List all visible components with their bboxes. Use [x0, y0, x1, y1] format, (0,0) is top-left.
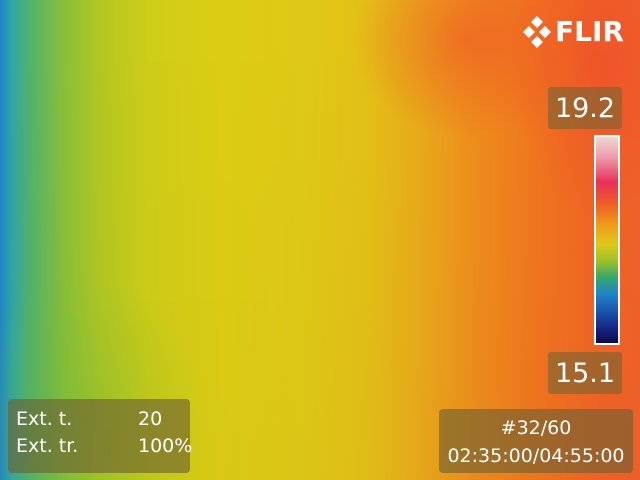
- ext-params-panel: Ext. t. 20 Ext. tr. 100%: [8, 399, 190, 473]
- ext-temp-value: 20: [138, 408, 162, 430]
- ext-temp-label: Ext. t.: [16, 408, 72, 430]
- logo-text: FLIR: [555, 18, 624, 46]
- playback-panel: #32/60 02:35:00/04:55:00: [439, 409, 633, 473]
- flir-diamond-icon: [523, 16, 551, 48]
- ext-trans-row: Ext. tr. 100%: [16, 435, 188, 459]
- scale-min-temp: 15.1: [548, 352, 622, 394]
- ext-trans-value: 100%: [138, 435, 192, 457]
- scale-max-temp: 19.2: [548, 87, 622, 129]
- ext-temp-row: Ext. t. 20: [16, 408, 188, 432]
- playback-time: 02:35:00/04:55:00: [439, 445, 633, 467]
- ext-trans-label: Ext. tr.: [16, 435, 78, 457]
- flir-logo: FLIR: [523, 16, 624, 48]
- frame-counter: #32/60: [439, 417, 633, 439]
- color-scale-gradient: [596, 137, 618, 343]
- color-scale-bar: [594, 135, 620, 345]
